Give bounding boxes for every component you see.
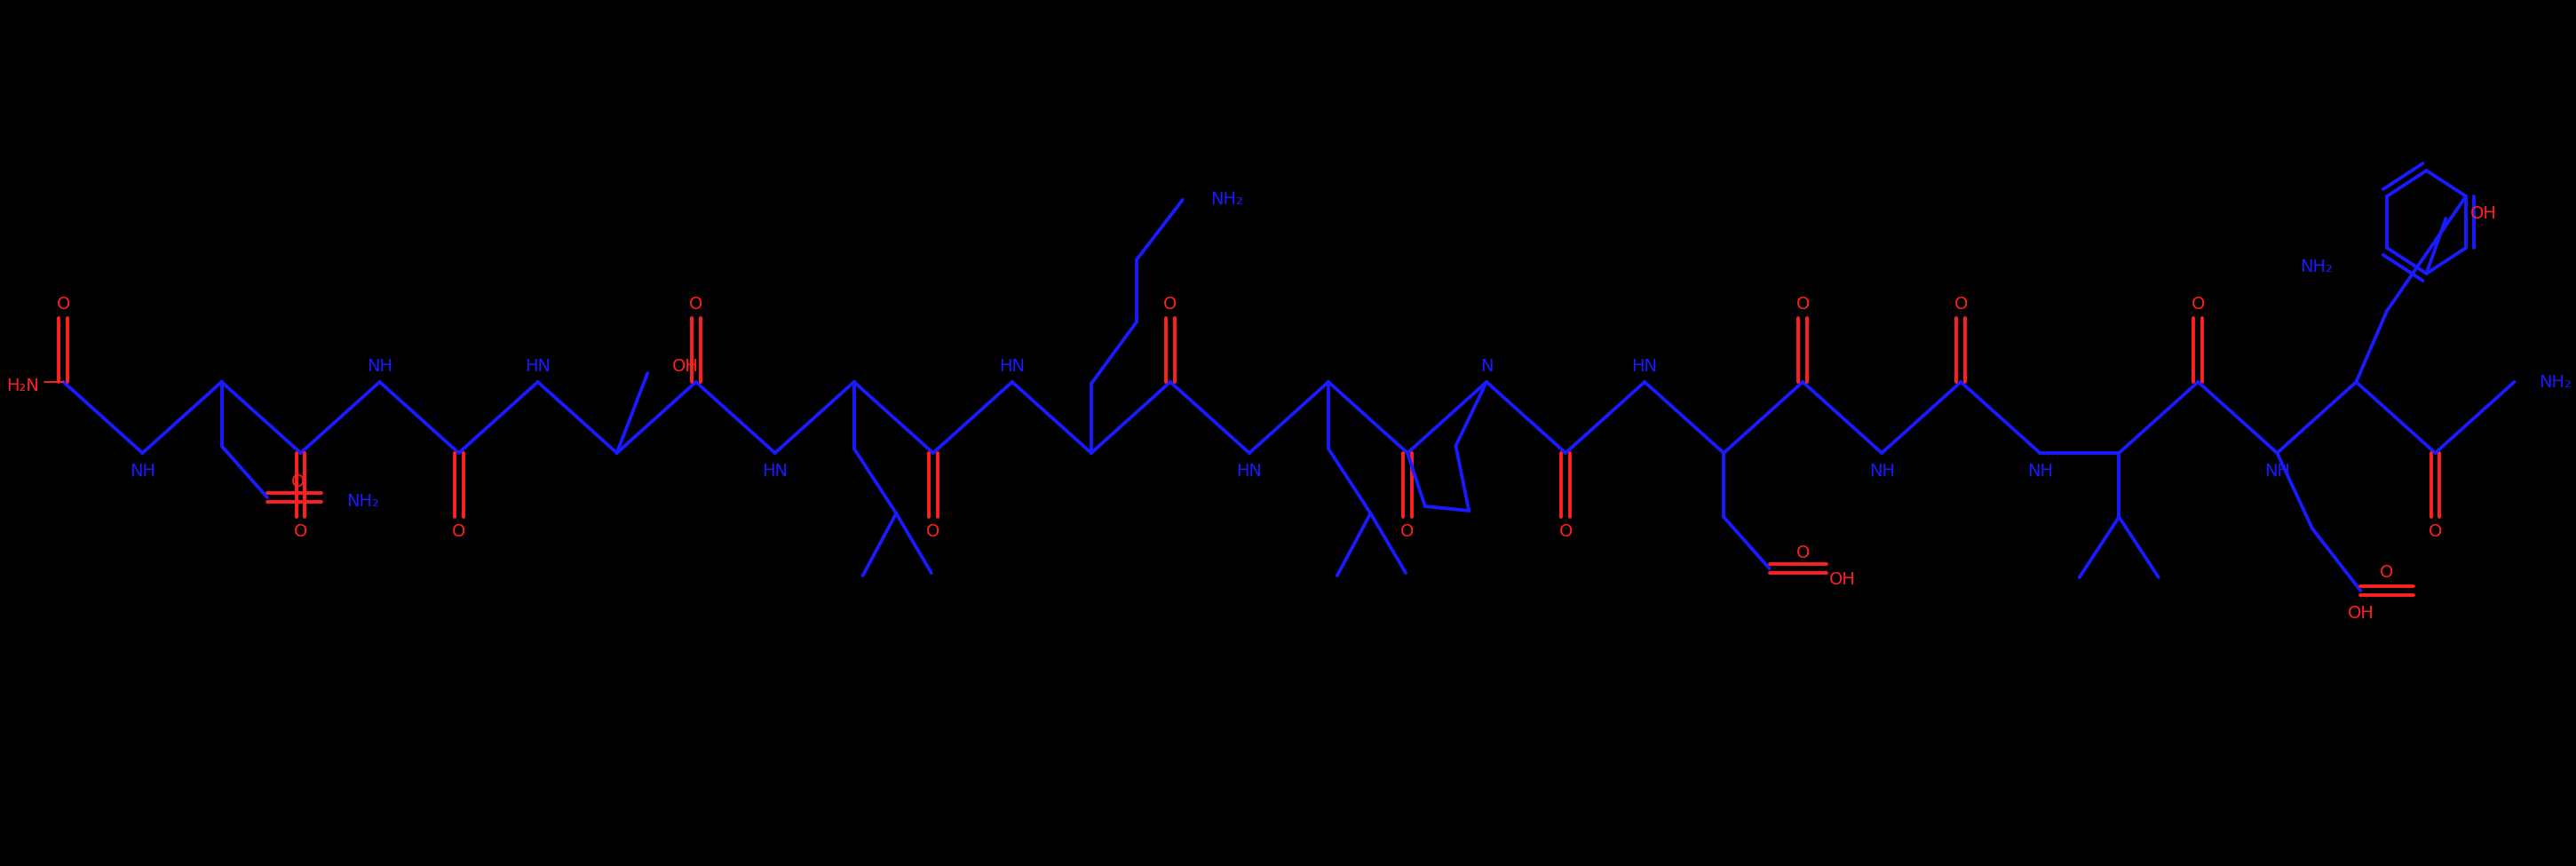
Text: OH: OH — [1829, 571, 1855, 587]
Text: NH₂: NH₂ — [1211, 191, 1244, 209]
Text: NH: NH — [366, 358, 392, 374]
Text: HN: HN — [526, 358, 551, 374]
Text: N: N — [1481, 358, 1494, 374]
Text: O: O — [1558, 523, 1571, 540]
Text: O: O — [1164, 295, 1177, 313]
Text: O: O — [2380, 565, 2393, 581]
Text: O: O — [2429, 523, 2442, 540]
Text: NH₂: NH₂ — [345, 494, 379, 510]
Text: O: O — [294, 523, 307, 540]
Text: O: O — [1955, 295, 1968, 313]
Text: OH: OH — [2347, 604, 2375, 621]
Text: NH₂: NH₂ — [2300, 258, 2334, 275]
Text: NH: NH — [1870, 462, 1896, 479]
Text: HN: HN — [999, 358, 1025, 374]
Text: NH₂: NH₂ — [2540, 373, 2571, 391]
Text: HN: HN — [1236, 462, 1262, 479]
Text: O: O — [1401, 523, 1414, 540]
Text: O: O — [1795, 544, 1808, 561]
Text: O: O — [927, 523, 940, 540]
Text: O: O — [291, 473, 304, 490]
Text: NH: NH — [2027, 462, 2053, 479]
Text: H₂N: H₂N — [5, 378, 39, 395]
Text: OH: OH — [672, 358, 698, 374]
Text: NH: NH — [2264, 462, 2290, 479]
Text: O: O — [451, 523, 466, 540]
Text: OH: OH — [2470, 205, 2496, 223]
Text: O: O — [2192, 295, 2205, 313]
Text: HN: HN — [762, 462, 788, 479]
Text: O: O — [57, 295, 70, 313]
Text: O: O — [1795, 295, 1808, 313]
Text: O: O — [690, 295, 703, 313]
Text: HN: HN — [1631, 358, 1656, 374]
Text: NH: NH — [129, 462, 155, 479]
